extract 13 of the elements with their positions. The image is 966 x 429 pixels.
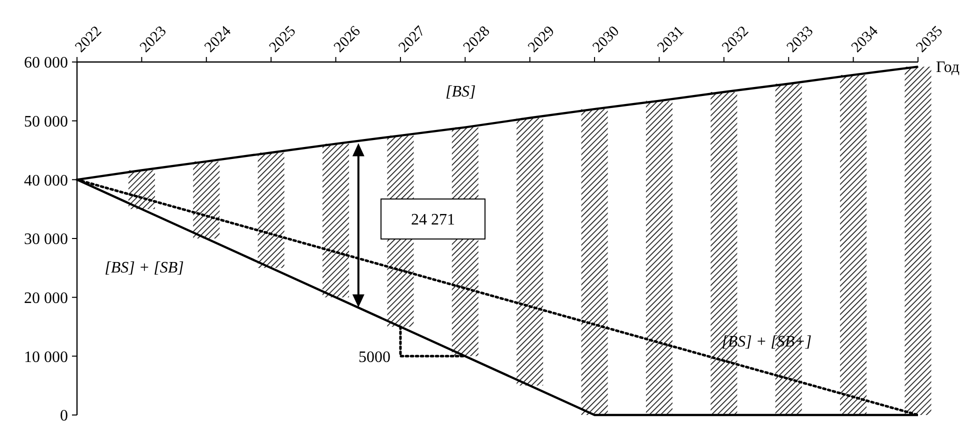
y-tick-label: 40 000 (24, 172, 68, 190)
y-tick-label: 0 (60, 408, 68, 425)
annotation: 5000 (358, 348, 390, 366)
y-tick-label: 50 000 (24, 113, 68, 130)
x-tick-label: 2031 (654, 23, 688, 56)
y-tick-label: 60 000 (24, 54, 68, 72)
y-tick-label: 10 000 (24, 348, 68, 366)
x-axis-title: Год (936, 59, 960, 76)
annotation: 24 271 (411, 212, 455, 229)
y-tick-label: 20 000 (24, 290, 68, 307)
series-label: [BS] + [SB] (104, 259, 184, 276)
y-tick-label: 30 000 (24, 231, 68, 248)
series-label: [BS] (446, 84, 476, 101)
